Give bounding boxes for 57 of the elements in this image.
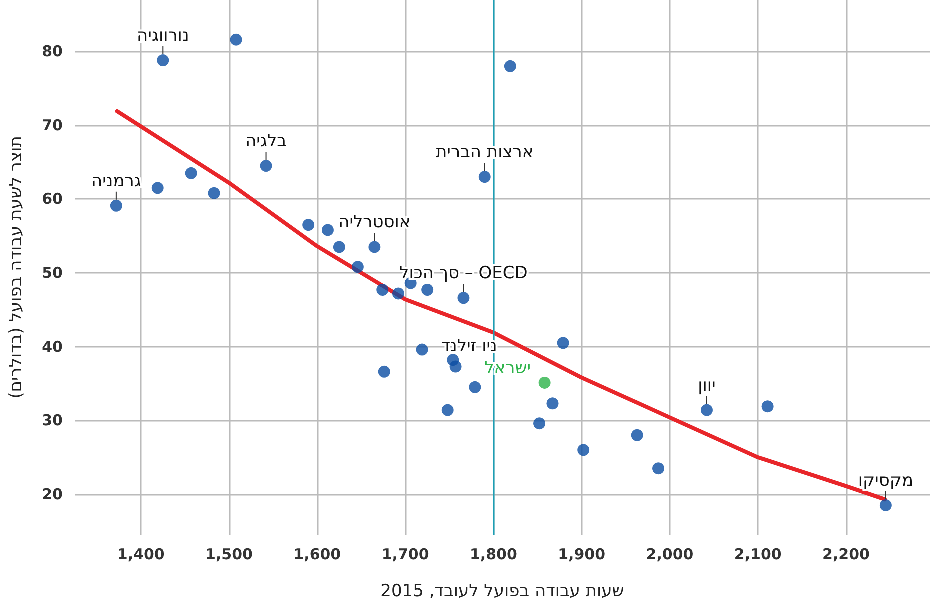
- x-tick-label: 1,700: [382, 546, 430, 564]
- x-tick-label: 1,900: [558, 546, 606, 564]
- point: [557, 337, 570, 350]
- point: [322, 224, 334, 236]
- point: [416, 344, 428, 356]
- point: [762, 400, 774, 413]
- point: [333, 241, 346, 254]
- point: [392, 288, 404, 300]
- point: [422, 284, 434, 296]
- point: [450, 360, 462, 373]
- point: [110, 200, 122, 212]
- point: [880, 499, 892, 512]
- x-tick-label: 1,400: [117, 546, 165, 564]
- annotation: בלגיה: [246, 132, 288, 152]
- point: [152, 182, 164, 194]
- point: [652, 462, 665, 475]
- point: [376, 284, 389, 296]
- x-tick-label: 1,600: [294, 546, 342, 564]
- y-tick-label: 20: [42, 485, 63, 504]
- point: [631, 429, 644, 442]
- point: [185, 167, 198, 180]
- y-tick-label: 70: [42, 116, 63, 134]
- point: [538, 376, 551, 389]
- annotation: אוסטרליה: [338, 212, 411, 233]
- point: [534, 418, 546, 430]
- point: [368, 241, 381, 254]
- point: [701, 404, 713, 416]
- point: [157, 54, 170, 67]
- annotation: נורווגיה: [137, 26, 190, 46]
- point: [302, 219, 315, 232]
- y-tick-label: 80: [42, 42, 63, 61]
- point: [458, 292, 470, 304]
- x-tick-label: 2,000: [646, 546, 694, 564]
- y-tick-label: 60: [42, 190, 63, 208]
- point: [352, 261, 364, 274]
- x-tick-label: 1,800: [470, 546, 518, 564]
- y-tick-label: 30: [42, 412, 63, 430]
- annotation: מקסיקו: [858, 470, 914, 491]
- point: [504, 60, 516, 72]
- point: [442, 404, 454, 416]
- y-tick-label: 40: [42, 338, 63, 356]
- x-tick-label: 1,500: [206, 546, 253, 564]
- y-tick-label: 50: [42, 264, 63, 282]
- annotation: גרמניה: [91, 171, 142, 192]
- point: [378, 366, 390, 378]
- point: [469, 381, 482, 394]
- point: [230, 34, 242, 46]
- point: [208, 187, 220, 200]
- point: [260, 160, 272, 172]
- annotation: יוון: [698, 376, 716, 396]
- point: [478, 171, 491, 184]
- x-axis-title: שעות עבודה בפועל לעובד, 2015: [380, 582, 624, 602]
- point: [578, 444, 590, 456]
- x-tick-label: 2,100: [734, 546, 782, 564]
- x-tick-label: 2,200: [822, 546, 870, 564]
- y-axis-title: תוצר לשעת עבודה בפועל (בדולרים): [6, 136, 26, 399]
- point: [546, 398, 559, 410]
